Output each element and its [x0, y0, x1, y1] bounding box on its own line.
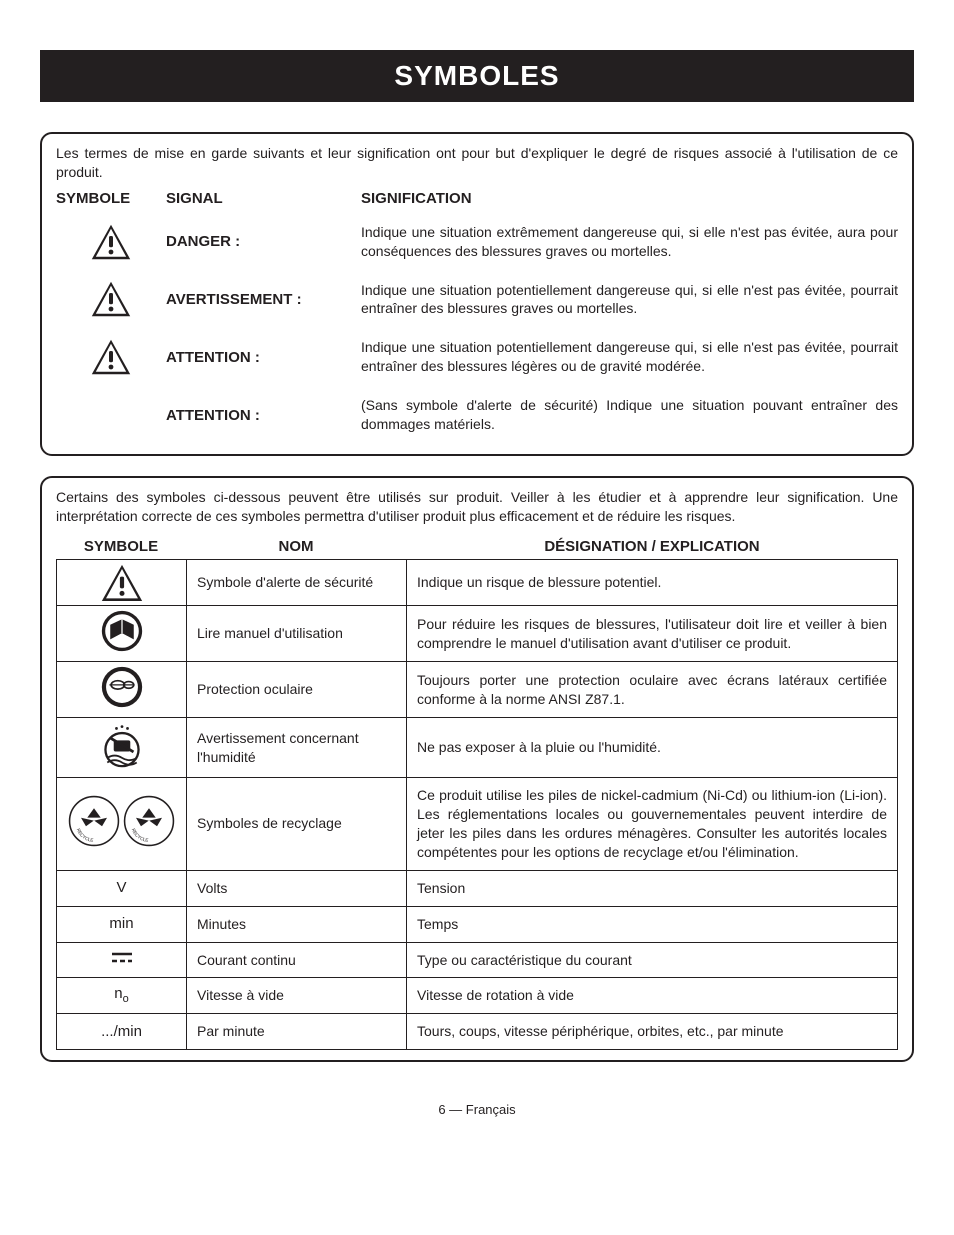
- signal-row-icon-cell: [56, 224, 166, 260]
- signal-row-desc: Indique une situation potentiellement da…: [361, 338, 898, 376]
- symbol-desc-cell: Ce produit utilise les piles de nickel-c…: [407, 778, 898, 871]
- symbol-intro: Certains des symboles ci-dessous peuvent…: [56, 488, 898, 526]
- symbol-text-icon: V: [116, 879, 126, 896]
- recycle-seal-icon: RECYCLE: [68, 795, 120, 847]
- signal-header-signal: SIGNAL: [166, 190, 361, 207]
- symbol-header-nom: NOM: [186, 538, 406, 555]
- signal-header-row: SYMBOLE SIGNAL SIGNIFICATION: [56, 190, 898, 207]
- symbol-name-cell: Avertissement concernant l'humidité: [187, 718, 407, 778]
- symbol-name-cell: Symbole d'alerte de sécurité: [187, 559, 407, 606]
- no-load-speed-icon: no: [114, 985, 128, 1002]
- alert-triangle-icon: [101, 564, 143, 602]
- signal-row-icon-cell: [56, 281, 166, 317]
- dc-icon: [110, 951, 134, 965]
- symbol-desc-cell: Pour réduire les risques de blessures, l…: [407, 606, 898, 662]
- symbol-table: Symbole d'alerte de sécuritéIndique un r…: [56, 559, 898, 1050]
- symbol-icon-cell: [57, 606, 187, 662]
- symbol-desc-cell: Temps: [407, 906, 898, 942]
- symbol-icon-cell: [57, 559, 187, 606]
- recycle-seal-icon: RECYCLE: [123, 795, 175, 847]
- symbol-header-symbole: SYMBOLE: [56, 538, 186, 555]
- signal-intro: Les termes de mise en garde suivants et …: [56, 144, 898, 182]
- symbol-name-cell: Minutes: [187, 906, 407, 942]
- alert-triangle-icon: [91, 339, 131, 375]
- page-title: SYMBOLES: [40, 50, 914, 102]
- symbol-text-icon: .../min: [101, 1023, 142, 1040]
- signal-row: DANGER :Indique une situation extrêmemen…: [56, 213, 898, 271]
- table-row: min MinutesTemps: [57, 906, 898, 942]
- symbol-icon-cell: [57, 662, 187, 718]
- signal-row: ATTENTION :Indique une situation potenti…: [56, 328, 898, 386]
- table-row: no Vitesse à videVitesse de rotation à vi…: [57, 978, 898, 1014]
- signal-box: Les termes de mise en garde suivants et …: [40, 132, 914, 456]
- wet-warning-icon: [99, 722, 145, 768]
- symbol-icon-cell: [57, 718, 187, 778]
- symbol-icon-cell: min: [57, 906, 187, 942]
- symbol-desc-cell: Vitesse de rotation à vide: [407, 978, 898, 1014]
- signal-row-desc: Indique une situation extrêmement danger…: [361, 223, 898, 261]
- symbol-desc-cell: Tension: [407, 870, 898, 906]
- alert-triangle-icon: [91, 281, 131, 317]
- signal-row: ATTENTION :(Sans symbole d'alerte de séc…: [56, 386, 898, 444]
- signal-row-signal: ATTENTION :: [166, 349, 361, 366]
- table-row: .../min Par minuteTours, coups, vitesse p…: [57, 1014, 898, 1050]
- symbol-desc-cell: Indique un risque de blessure potentiel.: [407, 559, 898, 606]
- symbol-box: Certains des symboles ci-dessous peuvent…: [40, 476, 914, 1062]
- symbol-desc-cell: Ne pas exposer à la pluie ou l'humidité.: [407, 718, 898, 778]
- symbol-icon-cell: V: [57, 870, 187, 906]
- eye-protection-icon: [101, 666, 143, 708]
- symbol-name-cell: Symboles de recyclage: [187, 778, 407, 871]
- signal-header-signification: SIGNIFICATION: [361, 190, 898, 207]
- table-row: Protection oculaireToujours porter une p…: [57, 662, 898, 718]
- symbol-name-cell: Volts: [187, 870, 407, 906]
- signal-header-symbole: SYMBOLE: [56, 190, 166, 207]
- symbol-desc-cell: Type ou caractéristique du courant: [407, 942, 898, 978]
- table-row: Avertissement concernant l'humiditéNe pa…: [57, 718, 898, 778]
- symbol-icon-cell: [57, 942, 187, 978]
- symbol-desc-cell: Tours, coups, vitesse périphérique, orbi…: [407, 1014, 898, 1050]
- table-row: RECYCLE RECYCLE Symboles de recyclageCe …: [57, 778, 898, 871]
- read-manual-icon: [101, 610, 143, 652]
- page: SYMBOLES Les termes de mise en garde sui…: [0, 0, 954, 1235]
- signal-row-signal: ATTENTION :: [166, 407, 361, 424]
- symbol-name-cell: Par minute: [187, 1014, 407, 1050]
- alert-triangle-icon: [91, 224, 131, 260]
- table-row: V VoltsTension: [57, 870, 898, 906]
- symbol-icon-cell: RECYCLE RECYCLE: [57, 778, 187, 871]
- symbol-icon-cell: .../min: [57, 1014, 187, 1050]
- page-footer: 6 — Français: [40, 1102, 914, 1117]
- symbol-name-cell: Vitesse à vide: [187, 978, 407, 1014]
- table-row: Courant continuType ou caractéristique d…: [57, 942, 898, 978]
- symbol-name-cell: Protection oculaire: [187, 662, 407, 718]
- symbol-icon-cell: no: [57, 978, 187, 1014]
- symbol-header-row: SYMBOLE NOM DÉSIGNATION / EXPLICATION: [56, 534, 898, 559]
- signal-row-signal: DANGER :: [166, 233, 361, 250]
- signal-row-signal: AVERTISSEMENT :: [166, 291, 361, 308]
- symbol-name-cell: Courant continu: [187, 942, 407, 978]
- table-row: Symbole d'alerte de sécuritéIndique un r…: [57, 559, 898, 606]
- signal-row-desc: Indique une situation potentiellement da…: [361, 281, 898, 319]
- symbol-desc-cell: Toujours porter une protection oculaire …: [407, 662, 898, 718]
- table-row: Lire manuel d'utilisationPour réduire le…: [57, 606, 898, 662]
- symbol-header-designation: DÉSIGNATION / EXPLICATION: [406, 538, 898, 555]
- signal-row-desc: (Sans symbole d'alerte de sécurité) Indi…: [361, 396, 898, 434]
- signal-row-icon-cell: [56, 339, 166, 375]
- signal-row: AVERTISSEMENT :Indique une situation pot…: [56, 271, 898, 329]
- symbol-name-cell: Lire manuel d'utilisation: [187, 606, 407, 662]
- symbol-text-icon: min: [109, 915, 133, 932]
